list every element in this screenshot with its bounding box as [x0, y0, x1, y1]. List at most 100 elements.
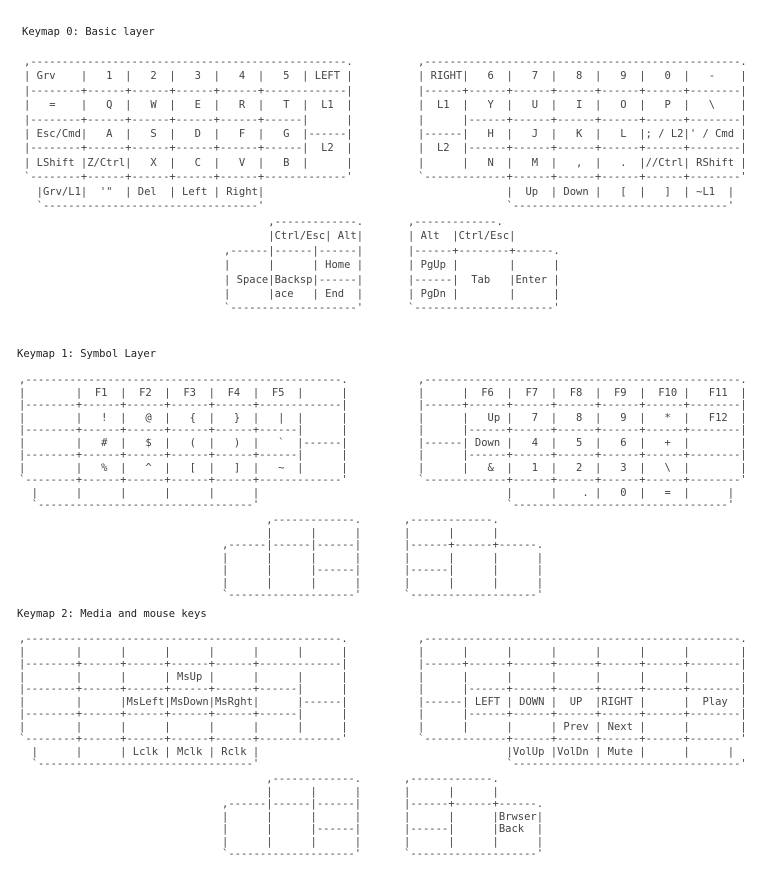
keymap-row: | | | — [222, 785, 362, 798]
keymap-row: |------+--------+------. — [408, 244, 560, 257]
keymap-row: `--------------------' — [222, 589, 362, 601]
keymap-row: | | F1 | F2 | F3 | F4 | F5 | | — [19, 386, 348, 399]
keymap-row: |------| H | J | K | L |; / L2|' / Cmd | — [418, 127, 747, 140]
keymap-row: | Esc/Cmd| A | S | D | F | G |------| — [24, 127, 353, 140]
keymap-row: | | | | — [404, 551, 544, 564]
keymap-row: | Grv | 1 | 2 | 3 | 4 | 5 | LEFT | — [24, 70, 353, 83]
keymap-row: `--------------------' — [404, 848, 544, 860]
keymap-row: |------| Tab |Enter | — [408, 273, 560, 286]
keymap-row: | | | — [222, 526, 362, 539]
keymap-row: |--------+------+------+------+------+--… — [19, 708, 348, 720]
keymap-row: | | # | $ | ( | ) | ` |------| — [19, 436, 348, 449]
keymap-row: `-------------+------+------+------+----… — [418, 474, 747, 486]
keymap-row: |Ctrl/Esc| Alt| — [224, 230, 364, 243]
layer-2-left-thumb: ,-------------. | | | ,------|------|----… — [222, 773, 361, 861]
keymap-row: | LShift |Z/Ctrl| X | C | V | B | | — [24, 156, 353, 169]
keymap-row: |VolUp |VolDn | Mute | | | — [418, 745, 735, 758]
keymap-row: | | & | 1 | 2 | 3 | \ | | — [418, 461, 747, 474]
keymap-row: | | |------| — [222, 564, 362, 576]
layer-0-left-hand: ,---------------------------------------… — [24, 55, 353, 213]
keymap-row: | | | | | | | | — [418, 670, 747, 683]
keymap-row: `--------+------+------+------+------+--… — [24, 171, 353, 184]
keymap-row: `--------------------' — [222, 848, 362, 860]
keymap-row: | | % | ^ | [ | ] | ~ | | — [19, 461, 348, 474]
keymap-row: |------+------+------. — [404, 798, 544, 810]
keymap-row: ,-------------. — [222, 773, 362, 785]
keymap-row: | | N | M | , | . |//Ctrl| RShift | — [418, 156, 747, 169]
keymap-row: | | |------| — [222, 823, 362, 835]
keymap-row: `-------------+------+------+------+----… — [418, 733, 747, 745]
layer-1-left-hand: ,---------------------------------------… — [19, 374, 348, 512]
keymap-row: ,------|------|------| — [222, 539, 362, 551]
keymap-row: | |------+------+------+------+------+--… — [418, 113, 747, 126]
layer-1-left-thumb: ,-------------. | | | ,------|------|----… — [222, 514, 361, 602]
layer-1-right-thumb: ,-------------. | | | |------+------+-----… — [404, 514, 543, 602]
keymap-row: ,-------------. — [224, 216, 364, 228]
keymap-row: ,-------------. — [222, 514, 362, 526]
layer-2-right-thumb: ,-------------. | | | |------+------+-----… — [404, 773, 543, 861]
keymap-row: `--------+------+------+------+------+--… — [19, 474, 348, 486]
keymap-row: |Grv/L1| '" | Del | Left | Right| — [24, 185, 265, 198]
keymap-row: |--------+------+------+------+------+--… — [19, 658, 348, 670]
keymap-row: ,-------------. — [404, 514, 499, 526]
keymap-row: ,---------------------------------------… — [24, 56, 353, 68]
keymap-row: |------+------+------+------+------+----… — [418, 84, 747, 97]
keymap-row: | RIGHT| 6 | 7 | 8 | 9 | 0 | - | — [418, 70, 747, 83]
keymap-row: | | | Home | — [224, 259, 364, 272]
keymap-row: `----------------------' — [408, 302, 560, 315]
keymap-row: |--------+------+------+------+------+--… — [19, 449, 348, 461]
keymap-row: |------+------+------. — [404, 539, 544, 551]
keymap-row: ,---------------------------------------… — [418, 633, 747, 645]
keymap-row: | Up | Down | [ | ] | ~L1 | — [418, 185, 735, 198]
keymap-row: |--------+------+------+------+------+--… — [19, 424, 348, 436]
keymap-row: | | | | | | | | — [19, 645, 348, 658]
keymap-row: | | | | — [404, 835, 544, 848]
keymap-row: |--------+------+------+------+------+--… — [19, 683, 348, 695]
keymap-row: | | | | | | — [19, 486, 260, 499]
keymap-row: | L1 | Y | U | I | O | P | \ | — [418, 99, 747, 112]
layer-0-right-hand: ,---------------------------------------… — [418, 55, 747, 213]
keymap-row: `----------------------------------' — [418, 499, 735, 511]
keymap-row: | | Up | 7 | 8 | 9 | * | F12 | — [418, 411, 747, 424]
keymap-row: | | | | — [222, 835, 362, 848]
keymap-row: |------+------+------+------+------+----… — [418, 399, 747, 411]
layer-2-left-hand: ,---------------------------------------… — [19, 633, 348, 771]
keymap-row: | | | | | | | | — [19, 720, 348, 733]
keymap-row: |------+------+------+------+------+----… — [418, 658, 747, 670]
keymap-row: |------| LEFT | DOWN | UP |RIGHT | | Pla… — [418, 695, 747, 708]
keymap-row: ,------|------|------| — [224, 244, 364, 257]
keymap-row: `----------------------------------' — [19, 499, 260, 511]
keymap-row: | PgUp | | | — [408, 259, 560, 272]
keymap-row: | Space|Backsp|------| — [224, 273, 364, 286]
keymap-row: |------| | | — [404, 564, 544, 576]
keymap-row: | |ace | End | — [224, 287, 364, 300]
layer-0-left-thumb: ,-------------. |Ctrl/Esc| Alt| ,------|-… — [224, 215, 363, 316]
keymap-row: ,---------------------------------------… — [19, 633, 348, 645]
keymap-row: | |------+------+------+------+------+--… — [418, 449, 747, 461]
keymap-row: | | |MsLeft|MsDown|MsRght| |------| — [19, 695, 348, 708]
layer-0-title: Keymap 0: Basic layer — [22, 26, 155, 38]
keymap-row: | | | — [404, 785, 499, 798]
keymap-row: `------------------------------------' — [418, 758, 747, 770]
keymap-row: `----------------------------------' — [24, 199, 265, 212]
keymap-row: |--------+------+------+------+------+--… — [19, 399, 348, 411]
keymap-row: | | | | — [404, 576, 544, 589]
keymap-row: ,---------------------------------------… — [418, 56, 747, 68]
keymap-row: | PgDn | | | — [408, 287, 560, 300]
keymap-row: |--------+------+------+------+------+--… — [24, 142, 353, 155]
keymap-row: `----------------------------------' — [418, 199, 735, 212]
layer-2-right-hand: ,---------------------------------------… — [418, 633, 747, 771]
keymap-row: |------| |Back | — [404, 823, 544, 835]
keymap-row: | L2 |------+------+------+------+------… — [418, 142, 747, 155]
keymap-row: |--------+------+------+------+------+--… — [24, 84, 353, 97]
keymap-row: | |------+------+------+------+------+--… — [418, 708, 747, 720]
keymap-row: | | | | MsUp | | | | — [19, 670, 348, 683]
keymap-row: `--------------------' — [224, 302, 364, 315]
keymap-row: `--------+------+------+------+------+--… — [19, 733, 348, 745]
layer-1-right-hand: ,---------------------------------------… — [418, 374, 747, 512]
keymap-row: ,------|------|------| — [222, 798, 362, 810]
keymap-row: | |------+------+------+------+------+--… — [418, 424, 747, 436]
keymap-row: | | ! | @ | { | } | | | | — [19, 411, 348, 424]
keymap-row: | | F6 | F7 | F8 | F9 | F10 | F11 | — [418, 386, 747, 399]
keymap-row: ,---------------------------------------… — [418, 374, 747, 386]
